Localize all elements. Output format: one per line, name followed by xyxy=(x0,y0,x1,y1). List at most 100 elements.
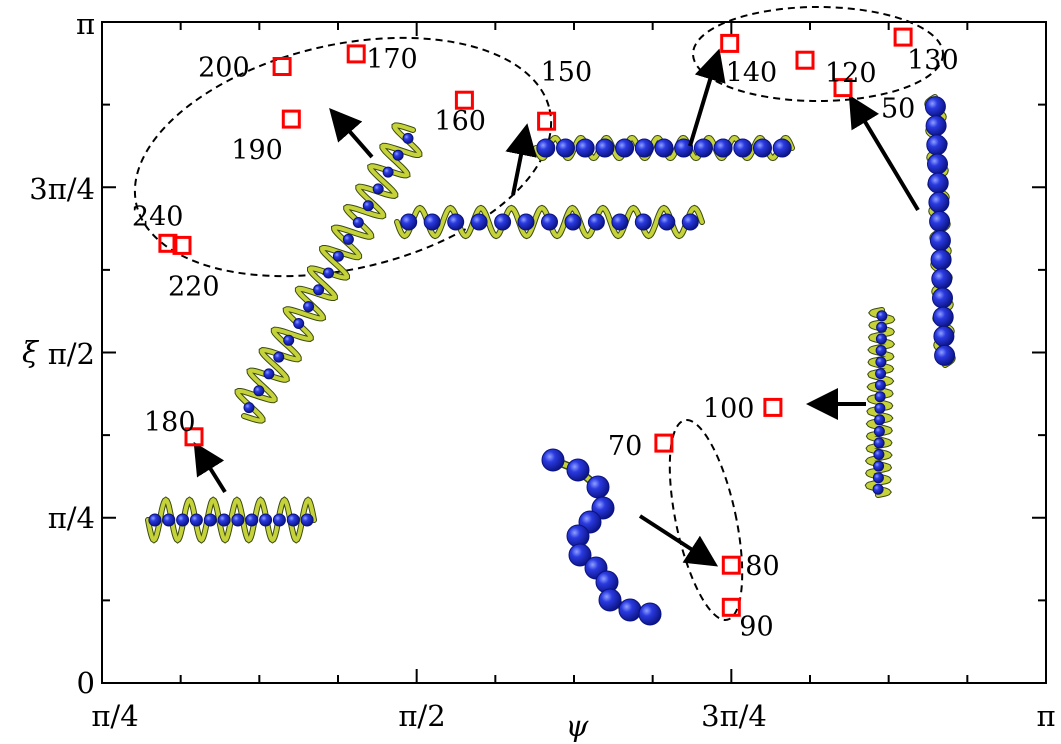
helix-bead xyxy=(928,191,950,213)
helix-bead xyxy=(272,513,286,527)
data-point xyxy=(763,397,783,417)
helix-bead xyxy=(926,134,948,156)
helix-bead xyxy=(189,513,203,527)
helix-bead xyxy=(876,321,888,333)
helix-bead xyxy=(253,385,265,397)
helix-bead xyxy=(470,213,488,231)
helix-bead xyxy=(634,138,654,158)
helix-bead xyxy=(286,513,300,527)
ellipse-annotation xyxy=(133,36,553,278)
data-point xyxy=(158,233,178,253)
data-point xyxy=(720,33,740,53)
data-point-label: 90 xyxy=(739,611,773,642)
data-point-label: 200 xyxy=(198,53,250,84)
helix-snapshot xyxy=(541,448,662,626)
data-point xyxy=(537,111,557,131)
data-point xyxy=(721,555,741,575)
annotation-arrows xyxy=(193,48,920,567)
helix-bead xyxy=(733,138,753,158)
helix-bead xyxy=(203,513,217,527)
helix-bead xyxy=(332,250,344,262)
data-point-label: 130 xyxy=(907,45,959,76)
helix-bead xyxy=(494,213,512,231)
helix-snapshot xyxy=(145,496,317,544)
y-tick-label: π xyxy=(76,7,95,41)
helix-bead xyxy=(658,213,676,231)
helix-bead xyxy=(273,351,285,363)
helix-bead xyxy=(634,213,652,231)
data-point-label: 120 xyxy=(825,58,877,89)
helix-bead xyxy=(423,213,441,231)
helix-bead xyxy=(713,138,733,158)
y-tick-label: 3π/4 xyxy=(29,172,95,206)
helix-bead xyxy=(875,345,887,356)
helix-bead xyxy=(392,149,404,161)
helix-snapshot xyxy=(533,134,795,162)
helix-bead xyxy=(638,602,662,626)
data-point xyxy=(454,90,474,110)
helix-bead xyxy=(263,368,275,380)
arrow xyxy=(688,48,726,147)
helix-bead xyxy=(217,513,231,527)
x-tick-labels: π/4 π/2 3π/4 π xyxy=(91,699,1055,733)
helix-bead xyxy=(874,379,886,391)
helix-bead xyxy=(293,318,305,329)
helix-bead xyxy=(283,334,295,346)
helix-bead xyxy=(873,449,885,460)
helix-bead xyxy=(162,513,176,527)
helix-bead xyxy=(541,213,558,231)
helix-bead xyxy=(517,213,535,231)
helix-bead xyxy=(933,325,955,347)
helix-bead xyxy=(693,138,713,158)
helix-bead xyxy=(934,344,956,366)
arrow xyxy=(505,123,537,196)
helix-bead xyxy=(927,153,948,175)
helix-bead xyxy=(566,458,590,482)
helix-bead xyxy=(932,306,954,328)
helix-bead xyxy=(872,483,884,495)
helix-bead xyxy=(615,138,635,158)
y-axis-title: ξ xyxy=(22,335,40,369)
data-point-label: 160 xyxy=(434,106,486,137)
y-tick-labels: 0 π/4 π/2 3π/4 π xyxy=(29,7,95,700)
data-point-label: 150 xyxy=(541,57,593,88)
helix-bead xyxy=(873,425,885,437)
helix-bead xyxy=(753,138,772,158)
helix-bead xyxy=(924,96,946,118)
y-tick-label: 0 xyxy=(77,666,95,700)
x-tick-label: π xyxy=(1036,699,1055,733)
arrow xyxy=(848,94,920,212)
data-point-label: 170 xyxy=(366,44,418,75)
helix-bead xyxy=(176,513,190,527)
helix-bead xyxy=(772,138,792,158)
helix-bead xyxy=(575,138,595,158)
helix-bead xyxy=(618,598,642,622)
helix-bead xyxy=(382,166,394,178)
helix-snapshot xyxy=(394,204,705,240)
helix-bead xyxy=(400,213,418,231)
x-tick-label: 3π/4 xyxy=(701,699,767,733)
y-tick-label: π/4 xyxy=(48,501,95,535)
helix-bead xyxy=(930,249,952,271)
helix-bead xyxy=(931,268,953,290)
data-point xyxy=(833,78,853,98)
arrow xyxy=(638,514,719,567)
helix-bead xyxy=(681,213,699,231)
helix-bead xyxy=(362,200,374,212)
helix-bead xyxy=(872,472,884,484)
helix-bead xyxy=(303,301,315,313)
helix-bead xyxy=(873,437,885,449)
helix-bead xyxy=(568,543,592,567)
helix-bead xyxy=(598,588,622,612)
helix-bead xyxy=(148,513,162,527)
data-point xyxy=(346,44,366,64)
helix-bead xyxy=(243,402,255,414)
helix-bead xyxy=(587,213,605,231)
data-point-label: 50 xyxy=(881,94,915,125)
helix-snapshot xyxy=(924,94,956,368)
helix-bead xyxy=(300,513,314,527)
data-point xyxy=(172,235,192,255)
helix-bead xyxy=(372,183,384,195)
helix-bead xyxy=(541,448,565,472)
data-point xyxy=(654,433,674,453)
